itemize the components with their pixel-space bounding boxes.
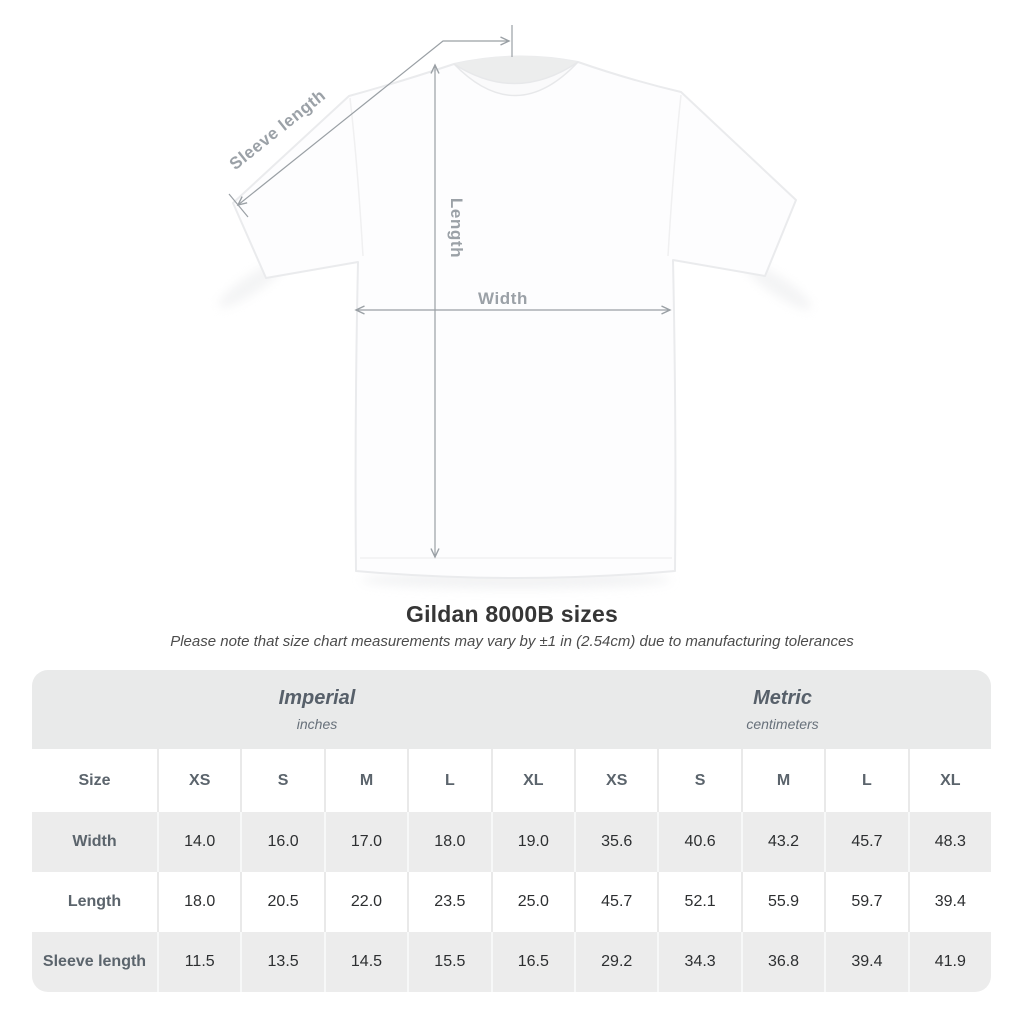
table-cell: 43.2: [740, 812, 825, 872]
table-cell: 39.4: [907, 872, 991, 932]
imperial-group-unit: inches: [296, 716, 338, 732]
metric-group-header: Metric centimeters: [574, 670, 991, 749]
row-label-width: Width: [32, 812, 157, 872]
metric-group-unit: centimeters: [746, 716, 819, 732]
metric-size-l: L: [824, 749, 908, 812]
tolerance-note: Please note that size chart measurements…: [170, 633, 854, 650]
table-cell: 59.7: [824, 872, 908, 932]
metric-size-xs: XS: [574, 749, 658, 812]
table-cell: 16.5: [490, 932, 575, 992]
table-cell: 36.8: [740, 932, 825, 992]
table-cell: 25.0: [490, 872, 575, 932]
right-sleeve-seam: [667, 94, 682, 257]
size-chart-table: Imperial inches Metric centimeters Size …: [32, 670, 991, 992]
table-cell: 15.5: [407, 932, 491, 992]
row-label-sleeve-length: Sleeve length: [32, 932, 157, 992]
table-cell: 29.2: [574, 932, 658, 992]
table-cell: 23.5: [407, 872, 491, 932]
row-label-length: Length: [32, 872, 157, 932]
table-cell: 40.6: [657, 812, 741, 872]
table-row-width: Width 14.0 16.0 17.0 18.0 19.0 35.6 40.6…: [32, 812, 991, 872]
length-label: Length: [447, 198, 466, 258]
imperial-size-s: S: [240, 749, 324, 812]
table-cell: 19.0: [490, 812, 575, 872]
size-header-row: Size XS S M L XL XS S M L XL: [32, 749, 991, 812]
sleeve-end-tick: [228, 193, 249, 218]
table-cell: 17.0: [323, 812, 408, 872]
sleeve-length-arrow: [236, 36, 511, 207]
table-cell: 18.0: [407, 812, 491, 872]
metric-size-xl: XL: [907, 749, 991, 812]
tshirt-body: [232, 55, 797, 579]
table-cell: 45.7: [824, 812, 908, 872]
page-title: Gildan 8000B sizes: [406, 601, 618, 627]
table-cell: 16.0: [240, 812, 324, 872]
tshirt-measurement-diagram: Sleeve length Length Width: [218, 25, 812, 589]
table-cell: 20.5: [240, 872, 324, 932]
table-cell: 13.5: [240, 932, 324, 992]
imperial-group-label: Imperial: [278, 687, 356, 709]
imperial-size-xs: XS: [157, 749, 241, 812]
table-cell: 45.7: [574, 872, 658, 932]
metric-size-m: M: [740, 749, 825, 812]
table-cell: 35.6: [574, 812, 658, 872]
imperial-group-header: Imperial inches: [32, 670, 575, 749]
table-cell: 39.4: [824, 932, 908, 992]
table-cell: 14.0: [157, 812, 241, 872]
metric-group-label: Metric: [753, 687, 812, 709]
table-cell: 18.0: [157, 872, 241, 932]
table-cell: 11.5: [157, 932, 241, 992]
metric-size-s: S: [657, 749, 741, 812]
size-column-header: Size: [32, 749, 157, 812]
unit-group-header-row: Imperial inches Metric centimeters: [32, 670, 991, 749]
table-row-length: Length 18.0 20.5 22.0 23.5 25.0 45.7 52.…: [32, 872, 991, 932]
table-cell: 52.1: [657, 872, 741, 932]
table-row-sleeve-length: Sleeve length 11.5 13.5 14.5 15.5 16.5 2…: [32, 932, 991, 992]
width-label: Width: [478, 289, 528, 308]
table-cell: 55.9: [740, 872, 825, 932]
table-cell: 48.3: [907, 812, 991, 872]
table-cell: 14.5: [323, 932, 408, 992]
table-cell: 34.3: [657, 932, 741, 992]
imperial-size-xl: XL: [490, 749, 575, 812]
imperial-size-l: L: [407, 749, 491, 812]
imperial-size-m: M: [323, 749, 408, 812]
table-cell: 41.9: [907, 932, 991, 992]
table-cell: 22.0: [323, 872, 408, 932]
